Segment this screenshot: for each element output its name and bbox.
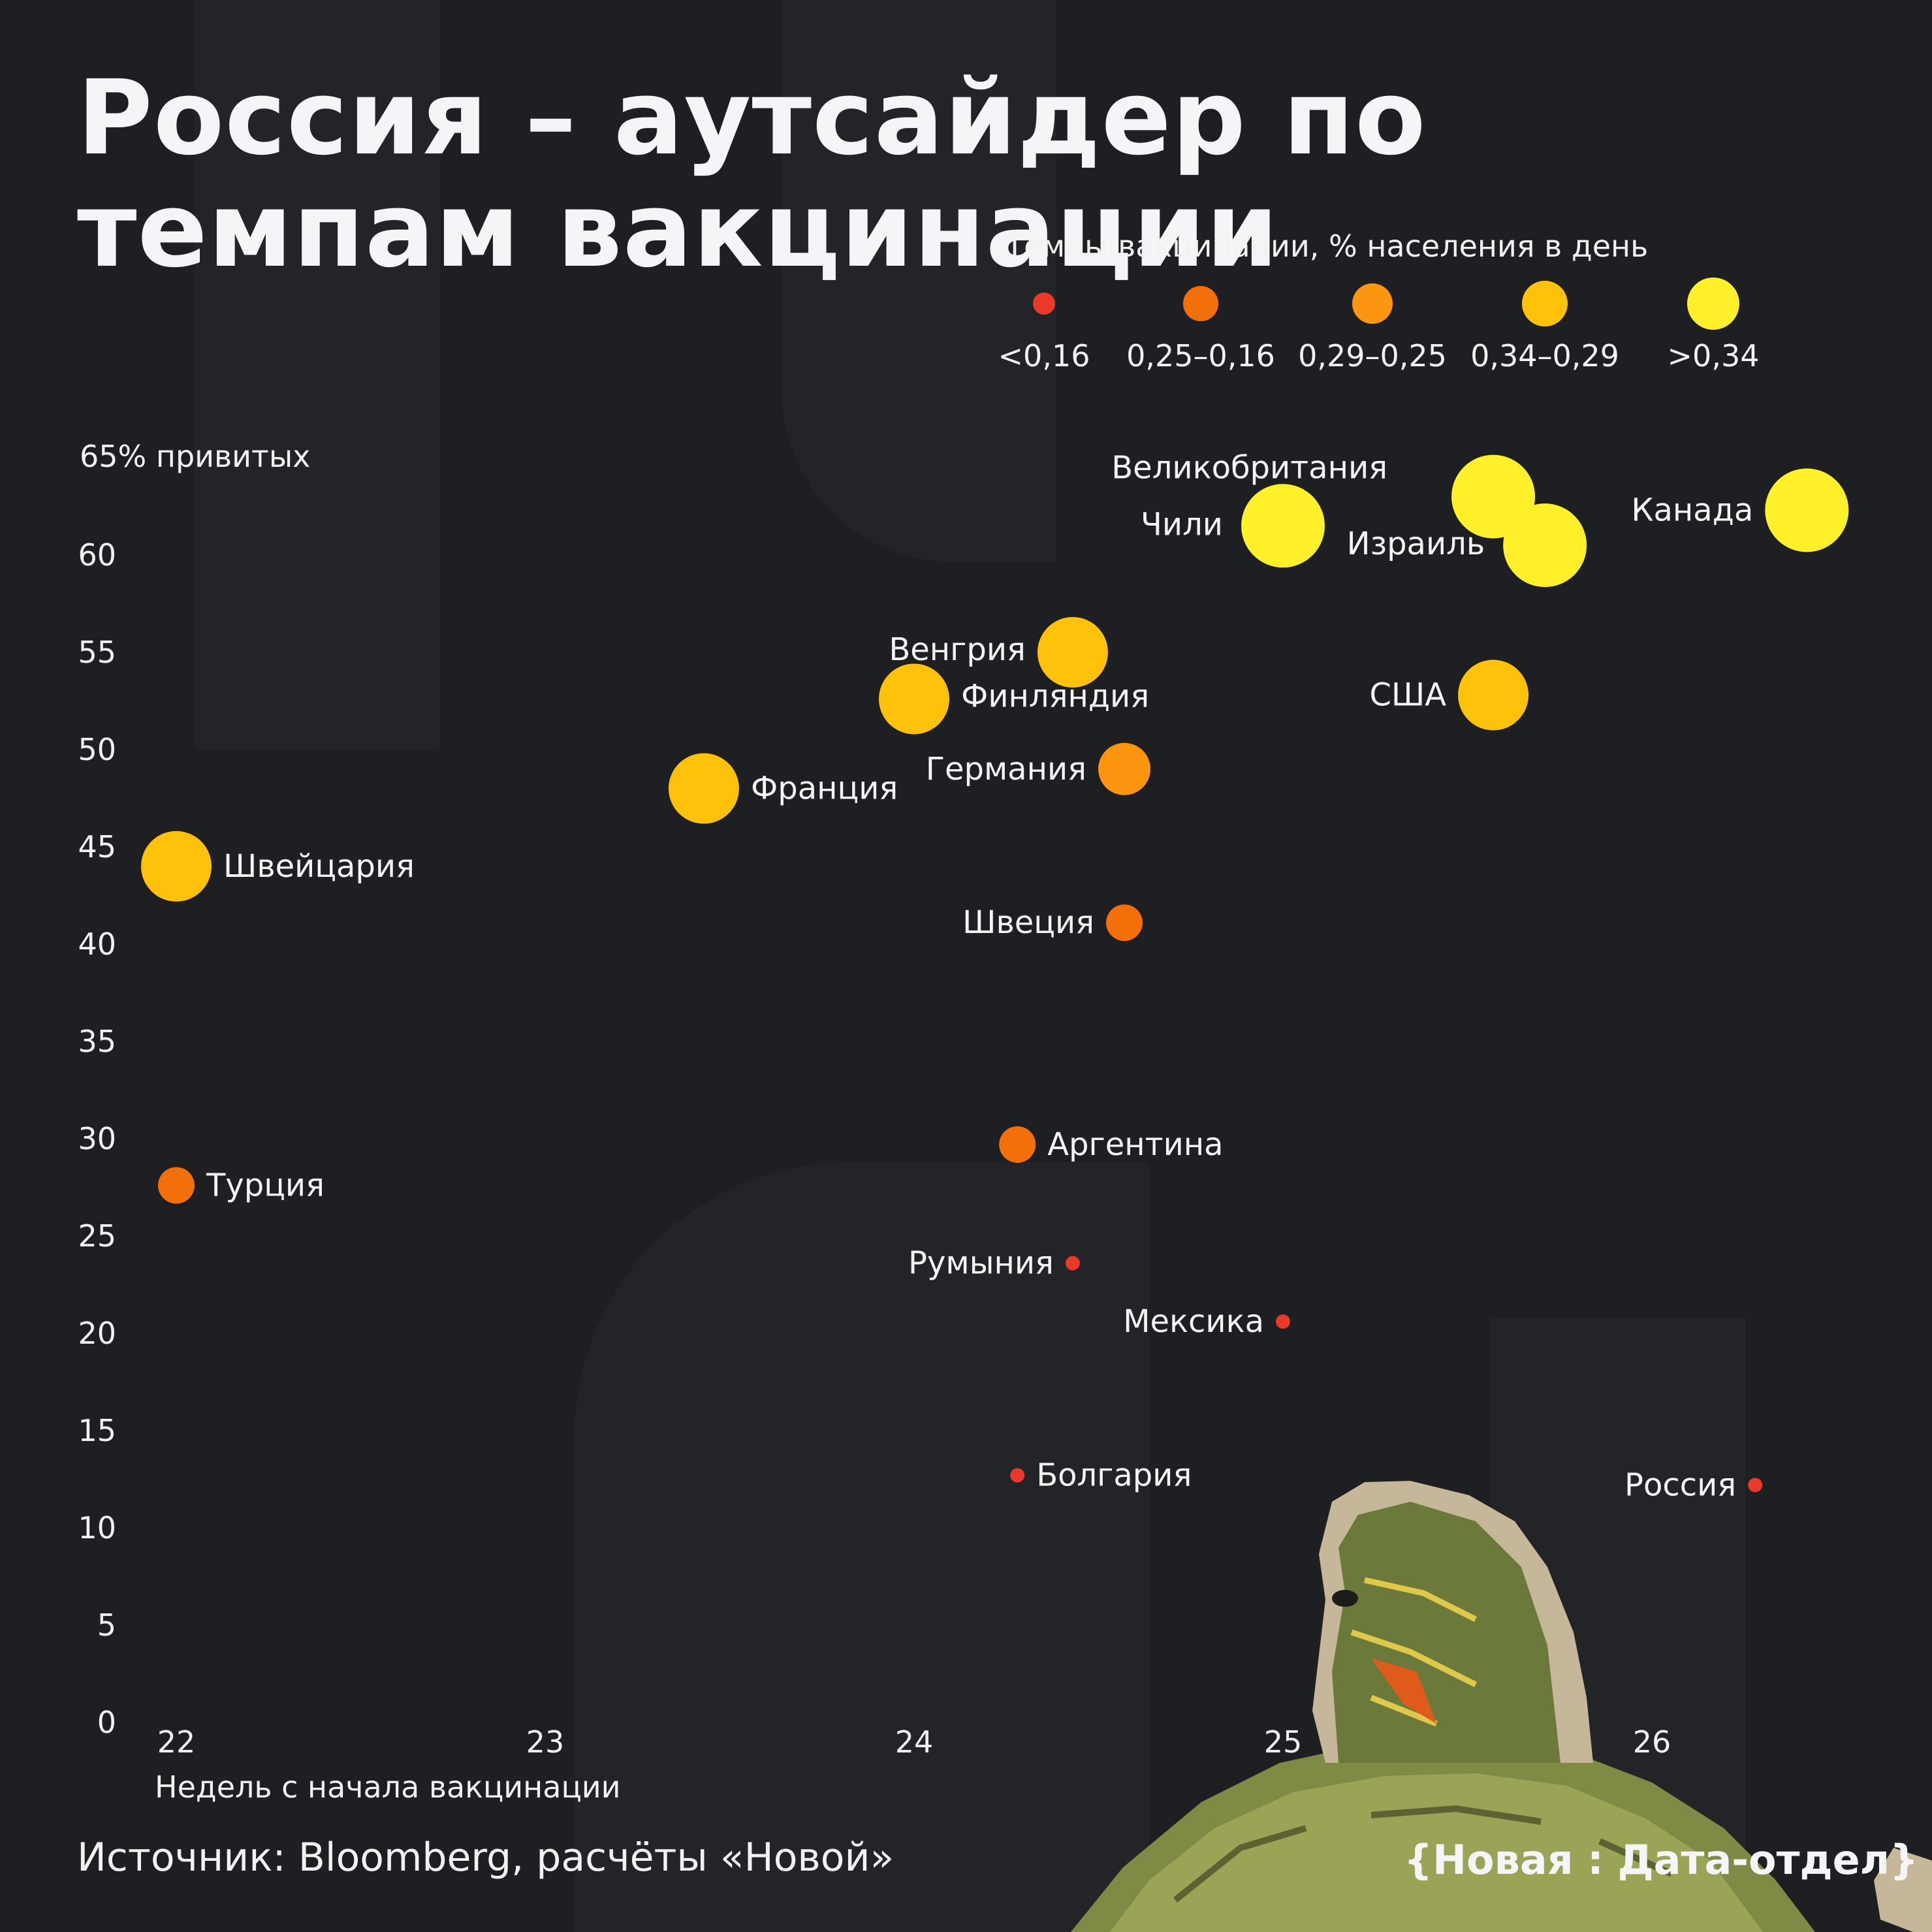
data-point [1276,1314,1290,1329]
data-label: США [1369,677,1446,714]
legend-label: 0,25–0,16 [1126,338,1275,373]
data-label: Болгария [1036,1457,1192,1494]
legend-label: >0,34 [1667,338,1760,373]
data-label: Швеция [962,904,1094,941]
source-note: Источник: Bloomberg, расчёты «Новой» [77,1835,895,1880]
x-tick-label: 23 [526,1724,565,1760]
y-tick-label: 5 [97,1607,116,1643]
y-tick-label: 10 [78,1510,116,1545]
data-label: Румыния [908,1245,1054,1282]
data-label: Швейцария [223,848,415,885]
data-point [1458,659,1529,731]
y-tick-label: 30 [78,1121,116,1156]
data-point [141,831,212,902]
legend-dot [1352,283,1393,324]
data-label: Франция [751,770,898,807]
x-tick-label: 22 [157,1724,196,1760]
data-point [1010,1468,1025,1483]
data-label: Аргентина [1047,1126,1223,1163]
data-point [1503,503,1587,588]
data-label: Чили [1141,506,1223,543]
data-point [999,1126,1036,1163]
x-tick-label: 25 [1264,1724,1303,1760]
data-label: Венгрия [889,631,1026,668]
data-label: Финляндия [961,678,1149,715]
y-tick-label: 15 [78,1413,116,1448]
data-point [1241,484,1325,568]
y-tick-label: 45 [78,829,116,864]
data-point [1106,904,1143,942]
data-point [1065,1256,1080,1271]
data-point [668,753,739,824]
y-tick-label: 60 [78,537,116,573]
data-point [879,663,949,735]
legend-dot [1522,281,1568,326]
data-point [1037,617,1108,688]
data-label: Великобритания [1111,450,1387,486]
legend-dot [1687,277,1739,330]
data-point [1098,742,1151,795]
data-label: Турция [206,1167,325,1204]
data-label: Германия [926,751,1086,787]
background-shape [195,0,440,750]
legend-dot [1033,293,1055,315]
legend-title: Темпы вакцинации, % населения в день [1006,229,1649,264]
data-point [1765,468,1849,552]
y-tick-label: 55 [78,635,116,670]
data-label: Россия [1624,1466,1736,1503]
background-shape [782,0,1056,562]
legend-label: 0,34–0,29 [1470,338,1619,373]
legend-dot [1183,286,1218,321]
data-point [158,1167,195,1204]
y-axis-label: 65% привитых [80,439,311,474]
y-tick-label: 35 [78,1024,116,1059]
y-tick-label: 50 [78,732,116,767]
data-label: Израиль [1347,526,1485,562]
y-tick-label: 0 [97,1705,116,1740]
y-tick-label: 40 [78,926,116,962]
x-axis-label: Недель с начала вакцинации [155,1769,621,1805]
data-label: Канада [1631,492,1753,528]
x-tick-label: 26 [1633,1724,1671,1760]
y-tick-label: 20 [78,1316,116,1351]
x-tick-label: 24 [895,1724,934,1760]
y-tick-label: 25 [78,1218,116,1254]
brand-logo: {Новая : Дата-отдел} [1404,1836,1919,1884]
background-shape [575,1162,1149,1932]
data-label: Мексика [1123,1303,1264,1340]
data-point [1748,1478,1763,1493]
legend-label: <0,16 [998,338,1090,373]
page-title: Россия – аутсайдер по темпам вакцинации [77,58,1427,291]
legend-label: 0,29–0,25 [1298,338,1447,373]
